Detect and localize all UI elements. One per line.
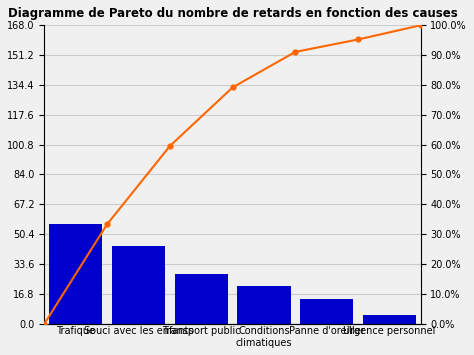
Bar [237,286,291,324]
Bar [112,246,165,324]
Bar [300,299,353,324]
Bar [49,224,102,324]
Title: Diagramme de Pareto du nombre de retards en fonction des causes: Diagramme de Pareto du nombre de retards… [8,7,457,20]
Bar [174,274,228,324]
Bar [363,315,416,324]
